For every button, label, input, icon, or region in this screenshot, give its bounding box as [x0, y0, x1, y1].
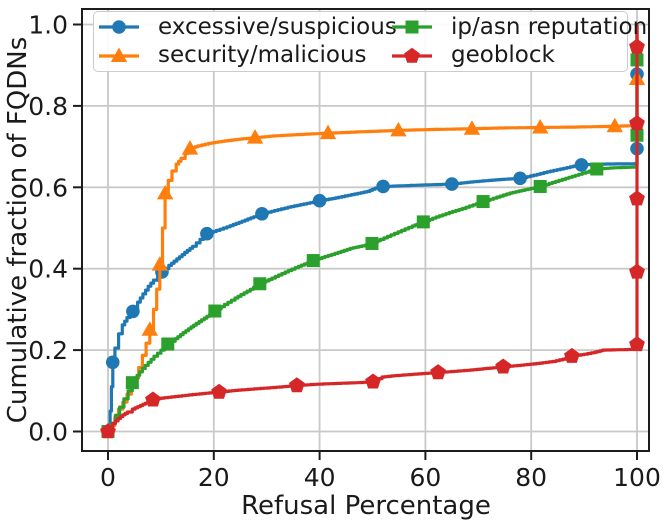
y-tick-label: 0.4	[28, 255, 68, 284]
legend-label: geoblock	[451, 42, 555, 69]
circle-marker-icon	[200, 226, 214, 241]
triangle-marker-icon	[156, 184, 174, 200]
pentagon-marker-icon	[629, 263, 645, 279]
legend-item-security-malicious: security/malicious	[98, 43, 391, 69]
pentagon-marker-icon	[288, 377, 305, 393]
x-tick-label: 100	[613, 463, 661, 492]
pentagon-marker-icon	[564, 347, 580, 363]
triangle-marker-icon	[110, 47, 128, 62]
pentagon-marker-icon	[211, 383, 227, 399]
gridlines	[82, 9, 649, 451]
y-axis-label: Cumulative fraction of FQDNs	[3, 37, 33, 424]
circle-marker-icon	[445, 177, 459, 191]
x-tick-label: 60	[409, 463, 441, 492]
triangle-marker-icon	[606, 117, 623, 133]
circle-marker-icon	[255, 206, 269, 221]
legend: excessive/suspicious security/malicious ip…	[93, 11, 647, 72]
ip-asn-reputation-legend-marker-icon	[392, 20, 432, 34]
y-tick-label: 0.6	[28, 173, 68, 202]
legend-item-excessive-suspicious: excessive/suspicious	[98, 14, 397, 40]
legend-label: excessive/suspicious	[158, 13, 397, 40]
triangle-marker-icon	[181, 140, 199, 155]
square-marker-icon	[161, 337, 175, 351]
axis-ticks	[73, 23, 638, 460]
circle-marker-icon	[376, 179, 390, 194]
triangle-marker-icon	[151, 256, 169, 271]
triangle-marker-icon	[390, 121, 407, 137]
circle-marker-icon	[574, 158, 589, 172]
square-marker-icon	[405, 20, 419, 34]
pentagon-marker-icon	[629, 336, 645, 352]
axes-spines	[81, 8, 650, 452]
y-tick-label: 0.8	[28, 92, 68, 121]
triangle-marker-icon	[319, 124, 337, 140]
pentagon-marker-icon	[629, 190, 645, 206]
circle-marker-icon	[312, 193, 327, 208]
x-tick-label: 20	[198, 463, 230, 492]
pentagon-marker-icon	[404, 47, 420, 63]
pentagon-marker-icon	[430, 364, 446, 380]
pentagon-marker-icon	[495, 358, 512, 374]
square-marker-icon	[306, 254, 320, 268]
excessive-suspicious-legend-marker-icon	[99, 20, 139, 35]
legend-item-geoblock: geoblock	[391, 43, 647, 69]
series-excessive-suspicious-markers	[105, 67, 644, 370]
square-marker-icon	[365, 236, 379, 250]
y-tick-label: 0.0	[28, 418, 68, 447]
triangle-marker-icon	[531, 118, 549, 134]
x-tick-label: 80	[515, 463, 547, 492]
y-tick-label: 1.0	[28, 11, 68, 40]
triangle-marker-icon	[141, 321, 158, 336]
data-series-layer	[100, 24, 646, 439]
series-security-malicious-line	[108, 24, 639, 434]
square-marker-icon	[533, 179, 547, 193]
series-ip-asn-reputation-line	[108, 24, 639, 434]
x-axis-label: Refusal Percentage	[241, 491, 491, 520]
circle-marker-icon	[513, 171, 527, 186]
circle-marker-icon	[105, 355, 120, 370]
circle-marker-icon	[126, 304, 140, 319]
y-tick-label: 0.2	[28, 336, 68, 365]
square-marker-icon	[125, 376, 139, 390]
square-marker-icon	[476, 195, 490, 209]
pentagon-marker-icon	[145, 391, 161, 407]
series-excessive-suspicious-line	[108, 24, 639, 434]
x-tick-label: 40	[304, 463, 336, 492]
pentagon-marker-icon	[365, 373, 381, 389]
square-marker-icon	[416, 215, 430, 229]
triangle-marker-icon	[246, 129, 264, 144]
series-security-malicious-markers	[141, 70, 646, 336]
triangle-marker-icon	[463, 120, 481, 135]
pentagon-marker-icon	[629, 115, 645, 131]
circle-marker-icon	[112, 20, 126, 35]
tick-labels: 0 20 40 60 80 100 0.0 0.2 0.4 0.6 0.8 1.0	[28, 11, 661, 493]
square-marker-icon	[253, 277, 267, 291]
series-geoblock-markers	[100, 38, 645, 439]
security-malicious-legend-marker-icon	[99, 47, 139, 62]
geoblock-legend-marker-icon	[392, 47, 432, 63]
square-marker-icon	[590, 162, 604, 176]
legend-label: security/malicious	[158, 42, 367, 69]
pentagon-marker-icon	[629, 38, 645, 54]
legend-item-ip-asn-reputation: ip/asn reputation	[391, 14, 647, 40]
series-geoblock-line	[108, 24, 639, 434]
square-marker-icon	[208, 304, 222, 318]
legend-label: ip/asn reputation	[451, 13, 648, 40]
pentagon-marker-icon	[100, 423, 116, 439]
x-tick-label: 0	[100, 463, 116, 492]
